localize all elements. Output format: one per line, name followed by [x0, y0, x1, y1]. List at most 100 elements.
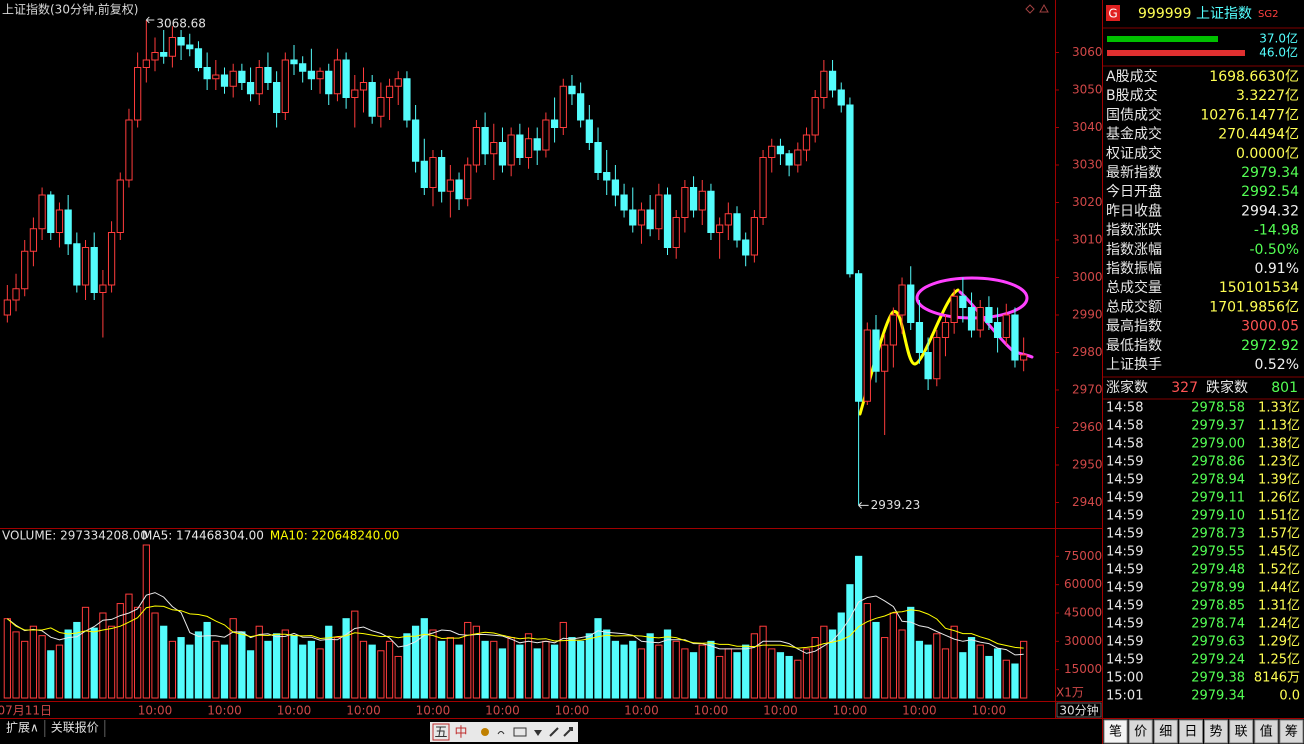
footer-tab[interactable]: 关联报价	[51, 720, 99, 735]
volume-bar	[620, 644, 628, 699]
trade-time: 15:01	[1106, 689, 1143, 704]
volume-bar	[872, 621, 880, 699]
candle-body	[481, 127, 489, 155]
candle-body	[967, 307, 976, 331]
trade-time: 14:59	[1106, 545, 1143, 560]
volume-bar	[490, 640, 498, 699]
stat-value: 1698.6630亿	[1209, 69, 1299, 85]
candle-body	[299, 63, 307, 72]
volume-bar	[837, 612, 845, 699]
trade-price: 2978.94	[1191, 473, 1245, 488]
candle-body	[672, 217, 680, 248]
side-tab[interactable]	[1254, 719, 1279, 744]
volume-bar	[585, 633, 593, 699]
tool-icon[interactable]	[534, 730, 542, 736]
side-tab[interactable]	[1229, 719, 1254, 744]
ma-line	[6, 592, 1024, 656]
volume-bar	[820, 625, 828, 699]
side-tab-label[interactable]: 联	[1235, 725, 1248, 740]
trade-time: 14:59	[1106, 527, 1143, 542]
tool-label[interactable]: 中	[454, 726, 467, 741]
volume-bar	[577, 640, 585, 699]
badge	[1106, 5, 1120, 21]
side-tab-label[interactable]: 笔	[1109, 724, 1122, 740]
candle-body	[846, 104, 854, 275]
candle-body	[594, 142, 602, 173]
tool-icon[interactable]	[497, 731, 505, 735]
side-tab[interactable]	[1128, 719, 1153, 744]
footer-tab[interactable]: 扩展∧	[6, 721, 39, 735]
stat-label: 基金成交	[1106, 126, 1162, 143]
volume-bar	[99, 612, 107, 699]
side-tab-label[interactable]: 值	[1260, 724, 1273, 740]
side-tab-label[interactable]: 势	[1210, 724, 1223, 740]
candle-body	[993, 322, 1002, 338]
x-tick-label: 10:00	[277, 704, 312, 718]
volume-bar	[1002, 659, 1010, 699]
stat-value: 0.52%	[1255, 357, 1299, 373]
side-tab[interactable]	[1153, 719, 1178, 744]
candle-body	[12, 288, 20, 301]
volume-bar	[90, 627, 98, 699]
volume-bar	[411, 625, 420, 699]
side-tab-label[interactable]: 日	[1184, 725, 1197, 740]
trade-volume: 1.57亿	[1258, 527, 1300, 542]
y-tick-label: 2990	[1072, 308, 1103, 322]
candle-body	[898, 284, 906, 316]
candle-body	[411, 119, 420, 162]
candle-body	[889, 314, 897, 346]
candle-body	[325, 70, 333, 95]
volume-bar	[238, 631, 246, 699]
trade-volume: 1.38亿	[1258, 437, 1300, 452]
stat-label: 最新指数	[1106, 165, 1162, 181]
candle-body	[307, 70, 315, 80]
side-tab[interactable]	[1204, 719, 1229, 744]
tool-icon[interactable]	[513, 727, 527, 737]
volume-bar	[941, 648, 950, 699]
side-tab[interactable]	[1103, 719, 1128, 744]
side-tab-label[interactable]: 价	[1134, 725, 1147, 740]
volume-bar	[993, 648, 1002, 699]
stat-value: 2992.54	[1241, 184, 1299, 200]
candle-body	[246, 82, 255, 95]
candle-body	[272, 82, 281, 113]
candle-body	[394, 78, 402, 87]
tool-label[interactable]: 五	[434, 726, 447, 741]
candle-body	[603, 172, 611, 181]
volume-bar	[246, 650, 255, 699]
stat-value: 150101534	[1219, 280, 1299, 296]
extreme-label: 3068.68	[156, 16, 206, 30]
tool-icon[interactable]	[563, 727, 573, 737]
y-tick-label: 2970	[1072, 383, 1103, 397]
side-tab-label[interactable]: 筹	[1285, 724, 1298, 740]
volume-bar	[759, 625, 767, 699]
volume-bar	[828, 629, 837, 699]
side-tab[interactable]	[1178, 719, 1203, 744]
volume-bar	[38, 635, 46, 699]
volume-bar	[186, 644, 194, 699]
volume-bar	[342, 618, 350, 699]
y-tick-label: 3060	[1072, 45, 1103, 59]
stat-label: B股成交	[1106, 87, 1158, 104]
candle-body	[854, 273, 863, 402]
y-tick-label: 2940	[1072, 495, 1103, 509]
volume-bar	[316, 648, 324, 699]
volume-bar	[21, 640, 29, 699]
ma-line	[6, 605, 1024, 649]
volume-bar	[455, 644, 463, 699]
tool-icon[interactable]	[481, 728, 489, 736]
candle-body	[655, 194, 663, 230]
icon	[1039, 3, 1049, 13]
side-tab[interactable]	[1279, 719, 1304, 744]
icon	[1025, 4, 1035, 14]
trade-time: 14:59	[1106, 581, 1143, 596]
volume-bar	[220, 644, 229, 699]
volume-bar	[811, 637, 819, 699]
tool-icon[interactable]	[549, 727, 559, 737]
trade-volume: 0.0	[1279, 689, 1300, 704]
side-tab-label[interactable]: 细	[1159, 725, 1172, 740]
candle-body	[90, 247, 98, 293]
candle-body	[611, 179, 620, 196]
candle-body	[464, 164, 472, 200]
